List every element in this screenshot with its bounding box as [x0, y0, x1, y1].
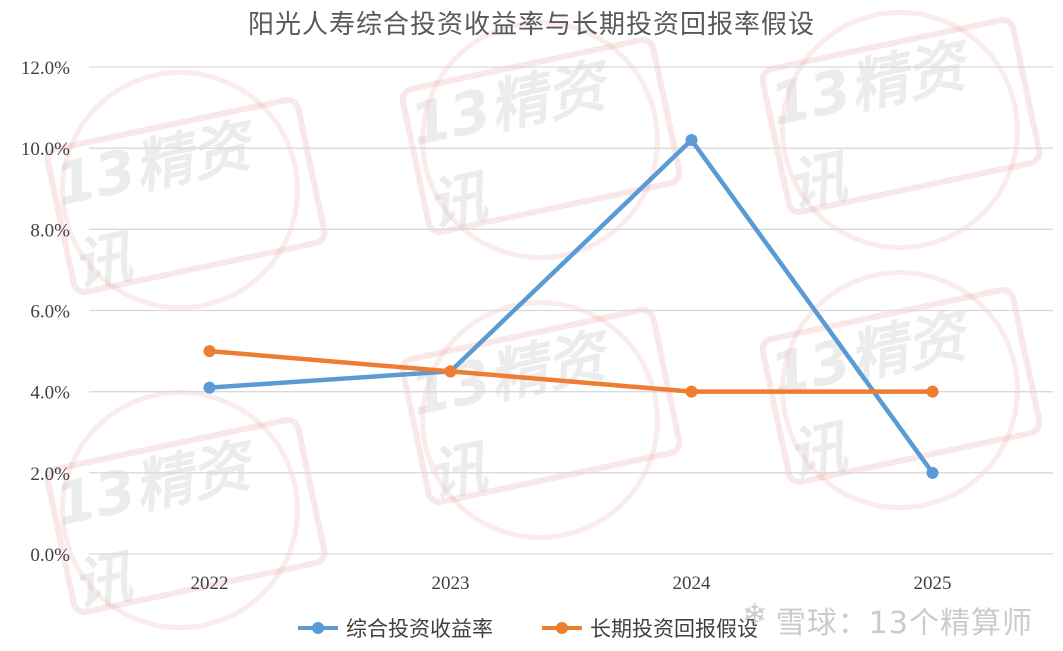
legend-item-series-2[interactable]: 长期投资回报假设 — [540, 608, 758, 648]
snowball-icon: ❄ — [742, 598, 768, 633]
chart-legend: 综合投资收益率 长期投资回报假设 — [0, 608, 1063, 648]
legend-marker-orange — [542, 622, 582, 634]
source-watermark: 雪球：13个精算师 — [775, 606, 1033, 641]
data-point-series-1 — [685, 134, 698, 147]
data-point-series-2 — [444, 365, 457, 378]
y-tick-label: 10.0% — [21, 139, 70, 160]
y-tick-label: 6.0% — [30, 302, 70, 323]
series-line-1 — [207, 137, 935, 476]
data-point-series-2 — [203, 345, 216, 358]
y-tick-label: 4.0% — [30, 383, 70, 404]
y-tick-label: 8.0% — [30, 220, 70, 241]
data-point-series-1 — [203, 381, 216, 394]
x-tick-label: 2024 — [673, 573, 712, 594]
x-tick-label: 2025 — [914, 573, 952, 594]
series-line-2 — [207, 348, 935, 394]
y-tick-label: 12.0% — [21, 58, 70, 79]
legend-label: 长期投资回报假设 — [590, 617, 758, 641]
legend-marker-blue — [298, 622, 338, 634]
data-point-series-1 — [926, 466, 939, 479]
legend-item-series-1[interactable]: 综合投资收益率 — [296, 608, 493, 648]
y-tick-label: 2.0% — [30, 464, 70, 485]
y-tick-label: 0.0% — [30, 545, 70, 566]
chart-title: 阳光人寿综合投资收益率与长期投资回报率假设 — [247, 10, 815, 40]
data-point-series-2 — [685, 385, 698, 398]
legend-label: 综合投资收益率 — [346, 617, 493, 641]
x-tick-label: 2023 — [432, 573, 470, 594]
x-tick-label: 2022 — [191, 573, 229, 594]
data-point-series-2 — [926, 385, 939, 398]
